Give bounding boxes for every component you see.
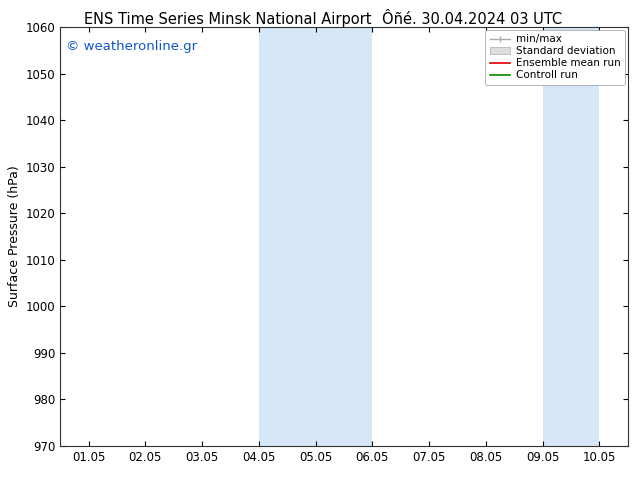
Text: ENS Time Series Minsk National Airport: ENS Time Series Minsk National Airport — [84, 12, 372, 27]
Bar — [316, 27, 372, 446]
Legend: min/max, Standard deviation, Ensemble mean run, Controll run: min/max, Standard deviation, Ensemble me… — [486, 30, 624, 85]
Text: Ôñé. 30.04.2024 03 UTC: Ôñé. 30.04.2024 03 UTC — [382, 12, 562, 27]
Y-axis label: Surface Pressure (hPa): Surface Pressure (hPa) — [8, 166, 22, 307]
Text: © weatheronline.gr: © weatheronline.gr — [66, 40, 197, 52]
Bar — [543, 27, 599, 446]
Bar — [259, 27, 316, 446]
